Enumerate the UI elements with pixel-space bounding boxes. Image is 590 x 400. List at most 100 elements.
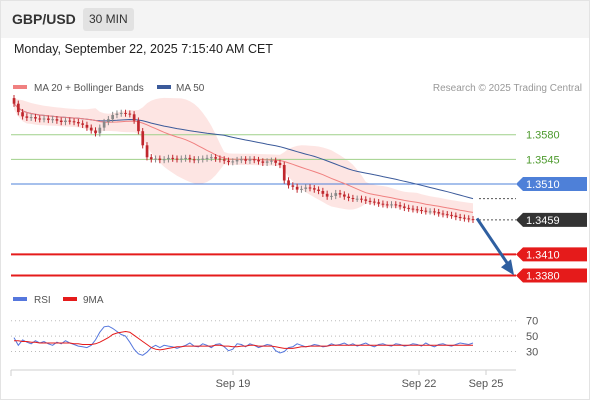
candle-body [407, 207, 410, 209]
candle-body [231, 161, 235, 163]
candle-body [295, 186, 299, 190]
candle-body [304, 187, 308, 189]
candle-body [441, 213, 445, 215]
candle-body [210, 157, 213, 159]
candle-body [47, 118, 50, 120]
candle-body [347, 196, 350, 198]
candle-body [437, 212, 441, 214]
candle-body [240, 159, 243, 161]
candle-body [180, 158, 183, 160]
candle-body [192, 159, 196, 161]
candle-body [398, 205, 402, 207]
candle-body [330, 195, 333, 197]
last-price-label: 1.3459 [526, 215, 560, 227]
candle-body [21, 112, 24, 117]
candle-body [454, 215, 458, 217]
candle-body [244, 159, 247, 161]
candle-body [94, 130, 97, 134]
candle-body [111, 115, 114, 120]
candle-body [325, 193, 329, 197]
candle-body [42, 118, 46, 120]
support-tag [516, 247, 587, 262]
legend-label-ma50: MA 50 [176, 83, 205, 94]
candle-body [107, 119, 110, 122]
legend-label-ma20: MA 20 + Bollinger Bands [34, 83, 144, 94]
rsi-line [13, 325, 474, 356]
candle-body [12, 98, 16, 104]
timeframe-button[interactable]: 30 MIN [83, 8, 134, 31]
candle-body [252, 159, 256, 161]
candle-body [445, 214, 449, 216]
x-tick-label: Sep 22 [402, 378, 437, 390]
legend-swatch-ma50 [157, 85, 171, 89]
candle-body [313, 188, 316, 190]
candle-body [424, 210, 428, 212]
candle-body [167, 157, 170, 160]
candle-body [124, 112, 127, 114]
candle-body [98, 127, 102, 134]
candle-body [171, 157, 175, 159]
candle-body [25, 116, 29, 118]
candle-body [274, 160, 277, 163]
candle-body [51, 119, 54, 121]
legend-swatch-ma20 [13, 85, 27, 89]
candle-body [141, 131, 145, 146]
legend-label-9ma: 9MA [83, 295, 104, 306]
candle-body [72, 121, 76, 123]
attribution: Research © 2025 Trading Central [433, 83, 582, 94]
candle-body [184, 157, 187, 159]
forecast-arrow-shaft [475, 217, 510, 266]
candle-body [77, 122, 80, 124]
candle-body [201, 158, 205, 160]
candle-body [270, 160, 273, 162]
candle-body [132, 114, 136, 121]
candle-body [64, 120, 67, 122]
candle-body [308, 187, 312, 189]
candle-body [411, 208, 415, 210]
candle-body [394, 204, 398, 206]
candle-body [467, 218, 471, 220]
candle-body [257, 160, 260, 162]
candle-body [68, 120, 72, 122]
candle-body [214, 157, 217, 159]
candle-body [385, 204, 389, 206]
candle-body [428, 211, 432, 213]
candle-body [222, 159, 226, 161]
x-tick-label: Sep 19 [216, 378, 251, 390]
candle-body [265, 161, 269, 163]
candle-body [145, 145, 149, 158]
rsi-tick-label: 50 [526, 331, 538, 343]
candle-body [368, 200, 372, 202]
candle-body [450, 214, 453, 216]
candle-body [188, 157, 192, 160]
last-price-tag [516, 212, 587, 227]
candle-body [377, 202, 380, 204]
candle-body [420, 210, 423, 211]
candle-body [175, 158, 179, 160]
candle-body [338, 193, 342, 195]
rsi-tick-label: 30 [526, 346, 538, 358]
candle-body [102, 122, 106, 128]
candle-body [197, 159, 200, 161]
candle-body [149, 157, 153, 160]
candle-body [227, 160, 230, 163]
resistance-label: 1.3580 [526, 130, 560, 142]
legend-swatch-rsi [13, 297, 27, 301]
candle-body [343, 194, 346, 197]
candle-body [162, 159, 166, 161]
candle-body [364, 199, 368, 201]
candle-body [471, 219, 475, 221]
candle-body [360, 198, 363, 200]
rsi-tick-label: 70 [526, 316, 538, 328]
candle-body [59, 120, 63, 122]
candle-body [433, 211, 436, 213]
candle-body [381, 203, 385, 205]
candle-body [29, 117, 33, 119]
candle-body [248, 159, 252, 161]
candle-body [317, 189, 320, 191]
candle-body [291, 185, 295, 187]
candle-body [85, 124, 89, 128]
pivot-label: 1.3510 [526, 179, 560, 191]
